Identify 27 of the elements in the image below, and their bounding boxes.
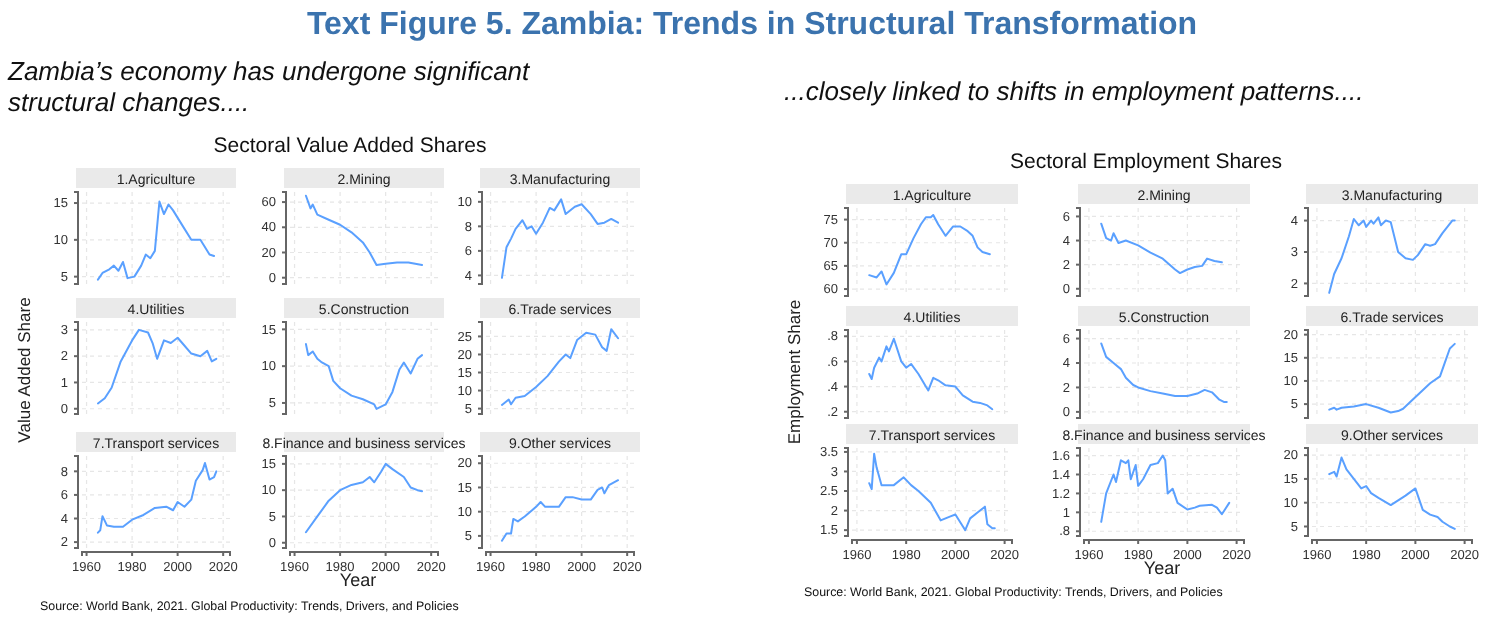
y-axis-title: Value Added Share — [14, 296, 34, 443]
line-series — [1100, 222, 1223, 275]
line-series — [868, 213, 991, 286]
y-axis-title: Employment Share — [784, 299, 804, 445]
line-series — [868, 452, 996, 532]
line-series — [1100, 342, 1228, 404]
text: Text Figure 5. Zambia: Trends in Structural Transformation — [306, 8, 1198, 42]
x-axis-title: Year — [1143, 558, 1181, 578]
line-series — [500, 479, 620, 542]
line-series — [304, 194, 424, 267]
line-series — [96, 200, 216, 281]
line-series — [304, 462, 424, 534]
text: ...closely linked to shifts in employment patterns.... — [784, 76, 1364, 106]
line-series — [1328, 456, 1456, 530]
x-axis-title: Year — [339, 570, 377, 590]
text: Sectoral Value Added Shares — [213, 134, 487, 158]
line-series — [500, 328, 620, 406]
line-series — [1328, 342, 1456, 414]
line-series — [96, 328, 218, 405]
line-series — [868, 337, 994, 411]
line-series — [304, 343, 424, 410]
line-series — [500, 198, 620, 279]
line-series — [96, 462, 218, 534]
text: Zambia’s economy has undergone significant structural changes.... — [6, 56, 533, 118]
line-series — [1328, 216, 1456, 294]
text: Sectoral Employment Shares — [1010, 150, 1282, 174]
line-series — [1100, 454, 1231, 523]
